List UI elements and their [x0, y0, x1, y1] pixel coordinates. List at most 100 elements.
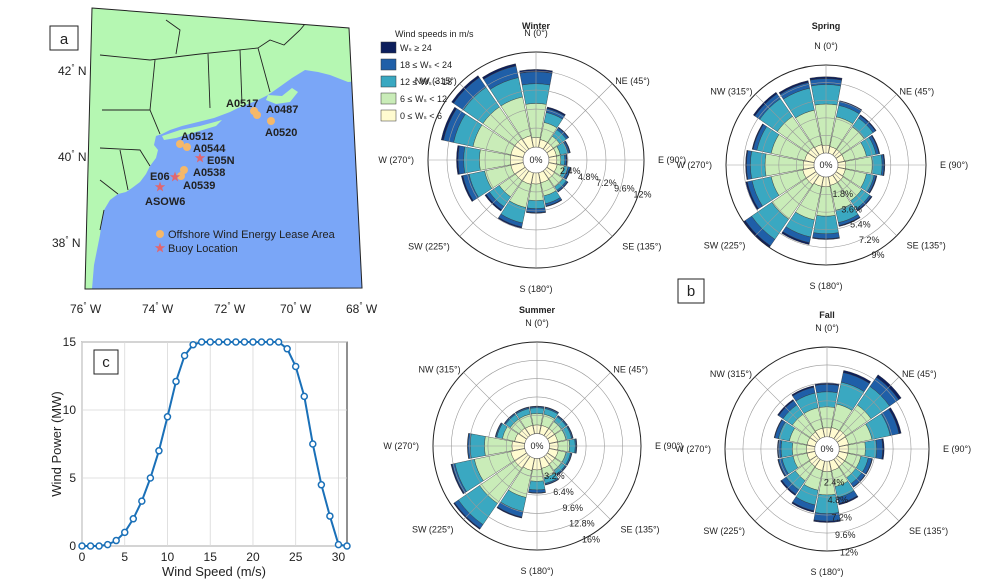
map-legend-box — [152, 226, 347, 258]
power-point — [215, 338, 223, 346]
rose-spoke — [463, 454, 529, 520]
rose-spoke — [755, 173, 818, 236]
rose-direction-label: SW (225°) — [408, 241, 450, 251]
map-panel: a 42° N 40° N 38° N 76° W 74° W 72° W 70… — [49, 7, 378, 316]
buoy-star-icon — [154, 181, 166, 192]
rose-ring-label: 7.2% — [596, 178, 617, 188]
buoy-labels: E05N E06 ASOW6 — [145, 155, 235, 208]
power-point — [257, 338, 266, 346]
x-tick-label: 20 — [246, 550, 260, 564]
buoy-markers — [154, 152, 206, 192]
series — [78, 338, 351, 550]
x-tick-label: 5 — [121, 550, 128, 564]
power-point — [223, 338, 232, 346]
wind-roses: 0%2.4%4.8%7.2%9.6%12%N (0°)NE (45°)E (90… — [378, 21, 971, 577]
power-point — [172, 377, 180, 386]
lon-label: 72° W — [214, 301, 246, 316]
rose-direction-label: NE (45°) — [613, 365, 648, 375]
power-point — [103, 540, 112, 549]
power-point — [129, 515, 138, 523]
rose-direction-label: W (270°) — [676, 160, 712, 170]
power-point — [163, 413, 172, 421]
lease-area-marker — [180, 166, 188, 174]
power-point — [180, 351, 189, 360]
buoy-label: ASOW6 — [145, 196, 185, 208]
wind-rose-fall: 0% 2.4% 4.8% 7.2% 9.6% 12% N (0°) NE (45°) E (90… — [675, 310, 971, 577]
rose-direction-label: NE (45°) — [902, 369, 937, 379]
legend-label: 18 ≤ Wₛ < 24 — [400, 60, 452, 70]
rose-direction-label: N (0°) — [524, 28, 548, 38]
legend-label: Wₛ ≥ 24 — [400, 43, 432, 53]
rose-spoke — [544, 83, 613, 152]
power-point — [146, 474, 155, 482]
rose-ring-label: 4.8% — [828, 495, 849, 505]
power-point — [334, 540, 343, 549]
lease-label: A0544 — [193, 143, 226, 155]
power-point — [155, 447, 163, 455]
lease-area-marker — [183, 143, 191, 151]
lease-label: A0539 — [183, 180, 215, 192]
rose-ring-label: 4.8% — [578, 172, 599, 182]
rose-direction-label: NE (45°) — [900, 86, 935, 96]
buoy-star-icon — [194, 152, 206, 163]
rose-ring-label: 9.6% — [614, 184, 635, 194]
rose-ring-label: 12% — [840, 548, 858, 558]
rose-ring-label: 7.2% — [831, 513, 852, 523]
rose-spoke — [835, 376, 900, 441]
panel-b-box — [677, 278, 705, 304]
rose-ring-label: 3.6% — [841, 204, 862, 214]
power-curve-chart: 0 5 10 15 20 25 30 0 5 10 15 c Wind Speed (m/s) Wi… — [49, 335, 351, 579]
rose-spoke — [544, 168, 613, 237]
rose-direction-label: NW (315°) — [710, 369, 752, 379]
power-point — [274, 338, 283, 346]
rose-direction-label: SE (135°) — [907, 241, 946, 251]
x-axis-label: Wind Speed (m/s) — [162, 564, 266, 579]
rose-ring-label: 16% — [582, 535, 600, 545]
x-tick-label: 30 — [332, 550, 346, 564]
power-point — [249, 338, 257, 346]
lease-markers — [176, 107, 275, 180]
legend-label: 12 ≤ Wₛ < 18 — [400, 77, 452, 87]
power-point — [240, 338, 249, 346]
wind-speed-legend: Wind speeds in m/s Wₛ ≥ 24 18 ≤ Wₛ < 24 12… — [380, 29, 474, 122]
legend-title: Wind speeds in m/s — [395, 29, 474, 39]
power-point — [197, 338, 206, 346]
power-point — [343, 542, 351, 550]
rose-title: Fall — [819, 310, 835, 320]
rose-ring-label: 9% — [871, 250, 884, 260]
rose-ring-label: 12.8% — [569, 519, 595, 529]
power-point — [232, 338, 240, 346]
legend-label: 0 ≤ Wₛ < 6 — [400, 111, 442, 121]
lease-legend-label: Offshore Wind Energy Lease Area — [168, 229, 336, 241]
power-point — [120, 528, 129, 537]
lease-label: A0487 — [266, 104, 298, 116]
rose-direction-label: W (270°) — [675, 444, 711, 454]
rose-direction-label: NW (315°) — [419, 365, 461, 375]
rose-ring-label: 9.6% — [562, 503, 583, 513]
rose-direction-label: S (180°) — [519, 284, 552, 294]
rose-ring-label: 2.4% — [560, 166, 581, 176]
panel-c-label: c — [102, 354, 110, 371]
power-point — [309, 440, 317, 448]
lease-label: A0517 — [226, 98, 258, 110]
wind-rose-spring: 0% 1.8% 3.6% 5.4% 7.2% 9% N (0°) NE (45°) E (90°… — [676, 21, 968, 291]
rose-ring-label: 6.4% — [553, 487, 574, 497]
power-point — [326, 512, 334, 520]
rose-direction-label: W (270°) — [383, 441, 419, 451]
rose-center-label: 0% — [819, 160, 832, 170]
state-borders — [99, 9, 331, 231]
cape-cod — [266, 88, 298, 104]
rose-direction-label: SW (225°) — [703, 526, 745, 536]
power-point — [86, 542, 95, 550]
rose-ring-label: 3.2% — [544, 471, 565, 481]
power-point — [95, 542, 103, 550]
rose-spoke — [459, 168, 528, 237]
legend-swatch — [380, 58, 397, 71]
rose-center-label: 0% — [529, 155, 542, 165]
buoy-legend-label: Buoy Location — [168, 243, 238, 255]
buoy-star-icon — [169, 171, 181, 182]
legend-label: 6 ≤ Wₛ < 12 — [400, 94, 447, 104]
x-tick-label: 0 — [79, 550, 86, 564]
lon-label: 70° W — [280, 301, 312, 316]
